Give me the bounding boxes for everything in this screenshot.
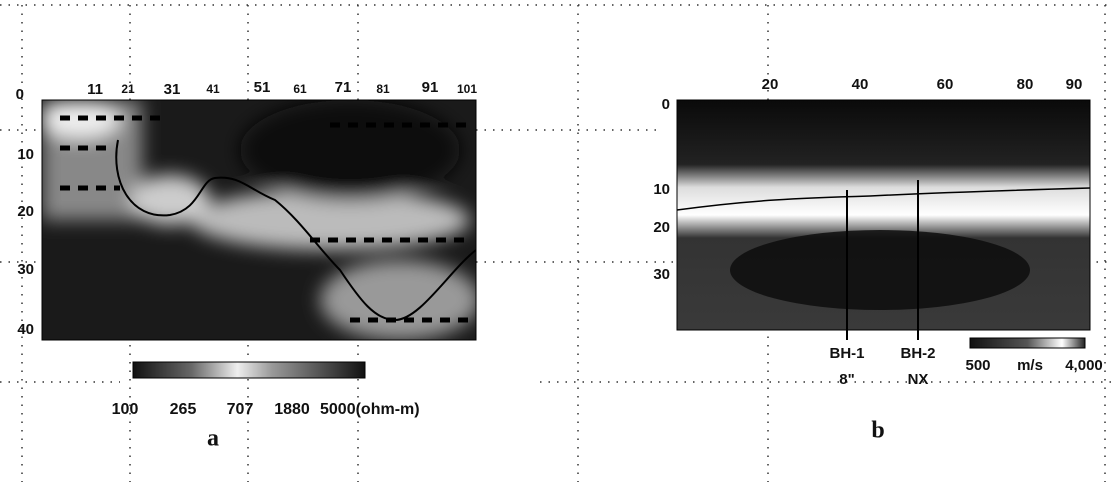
y-tick-label: 30 <box>653 266 670 283</box>
x-tick-label: 91 <box>422 79 439 96</box>
x-tick-label: 60 <box>937 76 954 93</box>
colorbar-max: 4,000 <box>1065 357 1103 374</box>
panel-caption: a <box>207 426 219 452</box>
y-tick-label: 20 <box>653 219 670 236</box>
x-tick-label: 31 <box>164 81 181 98</box>
y-tick-label: 10 <box>653 181 670 198</box>
colorbar-label: 5000(ohm-m) <box>320 401 420 418</box>
borehole-name: BH-2 <box>900 345 935 362</box>
x-tick-label: 101 <box>457 82 477 96</box>
y-tick-label: 10 <box>17 146 34 163</box>
x-tick-label: 21 <box>121 82 135 96</box>
x-tick-label: 81 <box>376 82 390 96</box>
colorbar-min: 500 <box>965 357 990 374</box>
colorbar-unit: m/s <box>1017 357 1043 374</box>
x-tick-label: 41 <box>206 82 220 96</box>
colorbar-label: 707 <box>227 401 254 418</box>
y-tick-label: 20 <box>17 203 34 220</box>
y-tick-label: 0 <box>662 96 670 113</box>
x-tick-label: 80 <box>1017 76 1034 93</box>
y-tick-label: 0 <box>16 86 24 103</box>
resistivity-section <box>40 100 480 378</box>
y-tick-label: 40 <box>17 321 34 338</box>
panel-caption: b <box>871 418 884 444</box>
x-tick-label: 61 <box>293 82 307 96</box>
figure: 11 21 31 41 51 61 71 81 91 101 0 10 20 3… <box>0 0 1113 482</box>
x-tick-label: 40 <box>852 76 869 93</box>
x-tick-label: 71 <box>335 79 352 96</box>
x-tick-label: 11 <box>87 81 103 98</box>
colorbar-label: 265 <box>170 401 197 418</box>
colorbar-label: 100 <box>112 401 139 418</box>
borehole-name: BH-1 <box>829 345 864 362</box>
velocity-section <box>677 100 1090 348</box>
x-tick-label: 51 <box>254 79 271 96</box>
colorbar-label: 1880 <box>274 401 310 418</box>
y-tick-label: 30 <box>17 261 34 278</box>
borehole-size: NX <box>908 371 929 388</box>
borehole-size: 8" <box>839 371 854 388</box>
x-tick-label: 20 <box>762 76 779 93</box>
x-tick-label: 90 <box>1066 76 1083 93</box>
